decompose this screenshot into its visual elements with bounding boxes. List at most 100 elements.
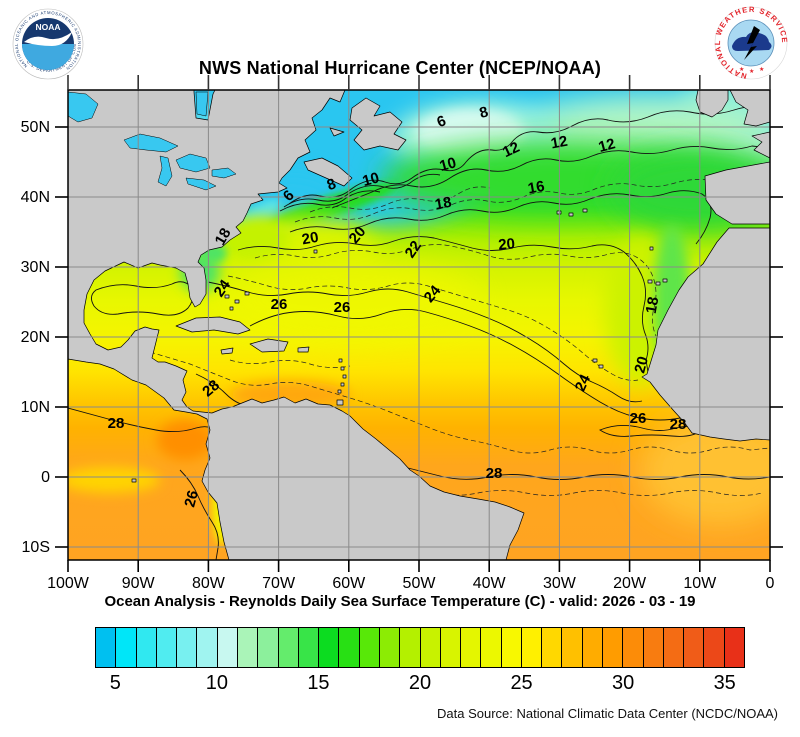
colorbar-cell xyxy=(521,628,543,667)
colorbar-cell xyxy=(663,628,685,667)
colorbar-tick-label: 20 xyxy=(408,672,432,694)
sst-map: 100W 90W 80W 70W 60W 50W 40W 30W 20W 10W 0 50N 40N 30… xyxy=(21,75,783,592)
colorbar-cell xyxy=(96,628,117,667)
colorbar-cell xyxy=(237,628,259,667)
colorbar-tick-label: 10 xyxy=(205,672,228,694)
lon-tick-label: 50W xyxy=(403,575,437,592)
contour-label: 12 xyxy=(500,139,522,161)
lon-tick-label: 70W xyxy=(262,575,296,592)
colorbar-cell xyxy=(319,628,340,667)
map-caption: Ocean Analysis - Reynolds Daily Sea Surf… xyxy=(104,593,696,610)
svg-text:★: ★ xyxy=(739,66,744,73)
colorbar-cell xyxy=(542,628,563,667)
contour-label: 28 xyxy=(108,415,125,432)
lon-tick-label: 20W xyxy=(613,575,647,592)
colorbar-cell xyxy=(704,628,725,667)
contour-label: 10 xyxy=(361,169,382,190)
colorbar-cell xyxy=(684,628,705,667)
colorbar-cell xyxy=(400,628,421,667)
contour-label: 20 xyxy=(631,355,652,376)
lat-tick-label: 30N xyxy=(21,259,50,276)
colorbar-cell xyxy=(623,628,644,667)
contour-label: 26 xyxy=(181,489,202,510)
contour-label: 28 xyxy=(486,465,503,482)
lon-tick-label: 60W xyxy=(332,575,366,592)
colorbar-cell xyxy=(379,628,401,667)
contour-label: 24 xyxy=(572,371,595,394)
contour-label: 26 xyxy=(271,296,288,313)
sst-shading xyxy=(68,90,770,545)
noaa-logo: NATIONAL OCEANIC AND ATMOSPHERIC ADMINIS… xyxy=(12,8,84,80)
lon-tick-label: 0 xyxy=(766,575,775,592)
colorbar-cell xyxy=(562,628,583,667)
lat-tick-label: 0 xyxy=(41,469,50,486)
noaa-seagull xyxy=(24,32,72,46)
axis-ticks xyxy=(55,75,783,572)
contour-label: 12 xyxy=(597,135,618,156)
colorbar-cell xyxy=(582,628,604,667)
colorbar-cell xyxy=(603,628,624,667)
colorbar-tick-label: 15 xyxy=(307,672,330,694)
contour-label: 20 xyxy=(301,229,320,249)
contour-label: 26 xyxy=(334,299,351,316)
colorbar-cell xyxy=(339,628,360,667)
colorbar-tick-label: 35 xyxy=(713,672,736,694)
colorbar-tick-label: 5 xyxy=(109,672,121,694)
colorbar xyxy=(95,627,745,668)
lat-tick-label: 10S xyxy=(22,539,50,556)
colorbar-cell xyxy=(197,628,218,667)
contour-label: 22 xyxy=(402,238,425,261)
contour-label: 20 xyxy=(498,235,516,253)
colorbar-cell xyxy=(116,628,137,667)
nws-lightning xyxy=(744,26,760,60)
contour-label: 18 xyxy=(643,296,663,315)
colorbar-labels: 5 10 15 20 25 30 35 xyxy=(95,672,745,698)
colorbar-cell xyxy=(420,628,441,667)
colorbar-cell xyxy=(643,628,664,667)
colorbar-tick-label: 30 xyxy=(612,672,635,694)
colorbar-cell xyxy=(258,628,279,667)
colorbar-cell xyxy=(298,628,320,667)
page-title: NWS National Hurricane Center (NCEP/NOAA… xyxy=(198,58,602,78)
data-source-note: Data Source: National Climatic Data Cent… xyxy=(437,706,778,721)
colorbar-cell xyxy=(724,628,744,667)
colorbar-cell xyxy=(440,628,462,667)
contour-label: 12 xyxy=(550,133,569,153)
contour-label: 28 xyxy=(670,416,687,433)
colorbar-cell xyxy=(359,628,380,667)
lon-tick-label: 10W xyxy=(683,575,717,592)
lon-tick-label: 90W xyxy=(122,575,156,592)
great-lakes xyxy=(68,91,237,191)
colorbar-cell xyxy=(461,628,482,667)
lat-tick-label: 50N xyxy=(21,119,50,136)
lon-tick-label: 100W xyxy=(47,575,90,592)
nws-stars: ★ ★ ★ xyxy=(739,66,764,75)
landmass xyxy=(68,90,770,560)
isotherm-contours-minor xyxy=(149,175,770,496)
svg-text:★: ★ xyxy=(759,66,764,73)
lat-tick-label: 40N xyxy=(21,189,50,206)
colorbar-cell xyxy=(136,628,157,667)
noaa-wordmark: NOAA xyxy=(35,22,60,32)
contour-label: 10 xyxy=(438,154,459,175)
nws-logo: NATIONAL WEATHER SERVICE ★★★ xyxy=(714,6,788,80)
colorbar-cell xyxy=(501,628,522,667)
colorbar-cell xyxy=(217,628,238,667)
lat-tick-label: 10N xyxy=(21,399,50,416)
contour-label: 26 xyxy=(630,410,647,427)
lat-tick-label: 20N xyxy=(21,329,50,346)
colorbar-cell xyxy=(156,628,178,667)
axis-labels: 100W 90W 80W 70W 60W 50W 40W 30W 20W 10W 0 50N 40N 30… xyxy=(21,119,775,592)
colorbar-cell xyxy=(481,628,502,667)
lon-tick-label: 80W xyxy=(192,575,226,592)
colorbar-tick-label: 25 xyxy=(510,672,533,694)
contour-label: 18 xyxy=(434,194,453,214)
colorbar-cell xyxy=(278,628,299,667)
svg-text:★: ★ xyxy=(749,68,754,75)
lon-tick-label: 40W xyxy=(473,575,507,592)
contour-label: 16 xyxy=(527,178,546,198)
grid-lines xyxy=(68,90,770,560)
colorbar-cell xyxy=(177,628,198,667)
contour-label: 18 xyxy=(212,225,235,248)
